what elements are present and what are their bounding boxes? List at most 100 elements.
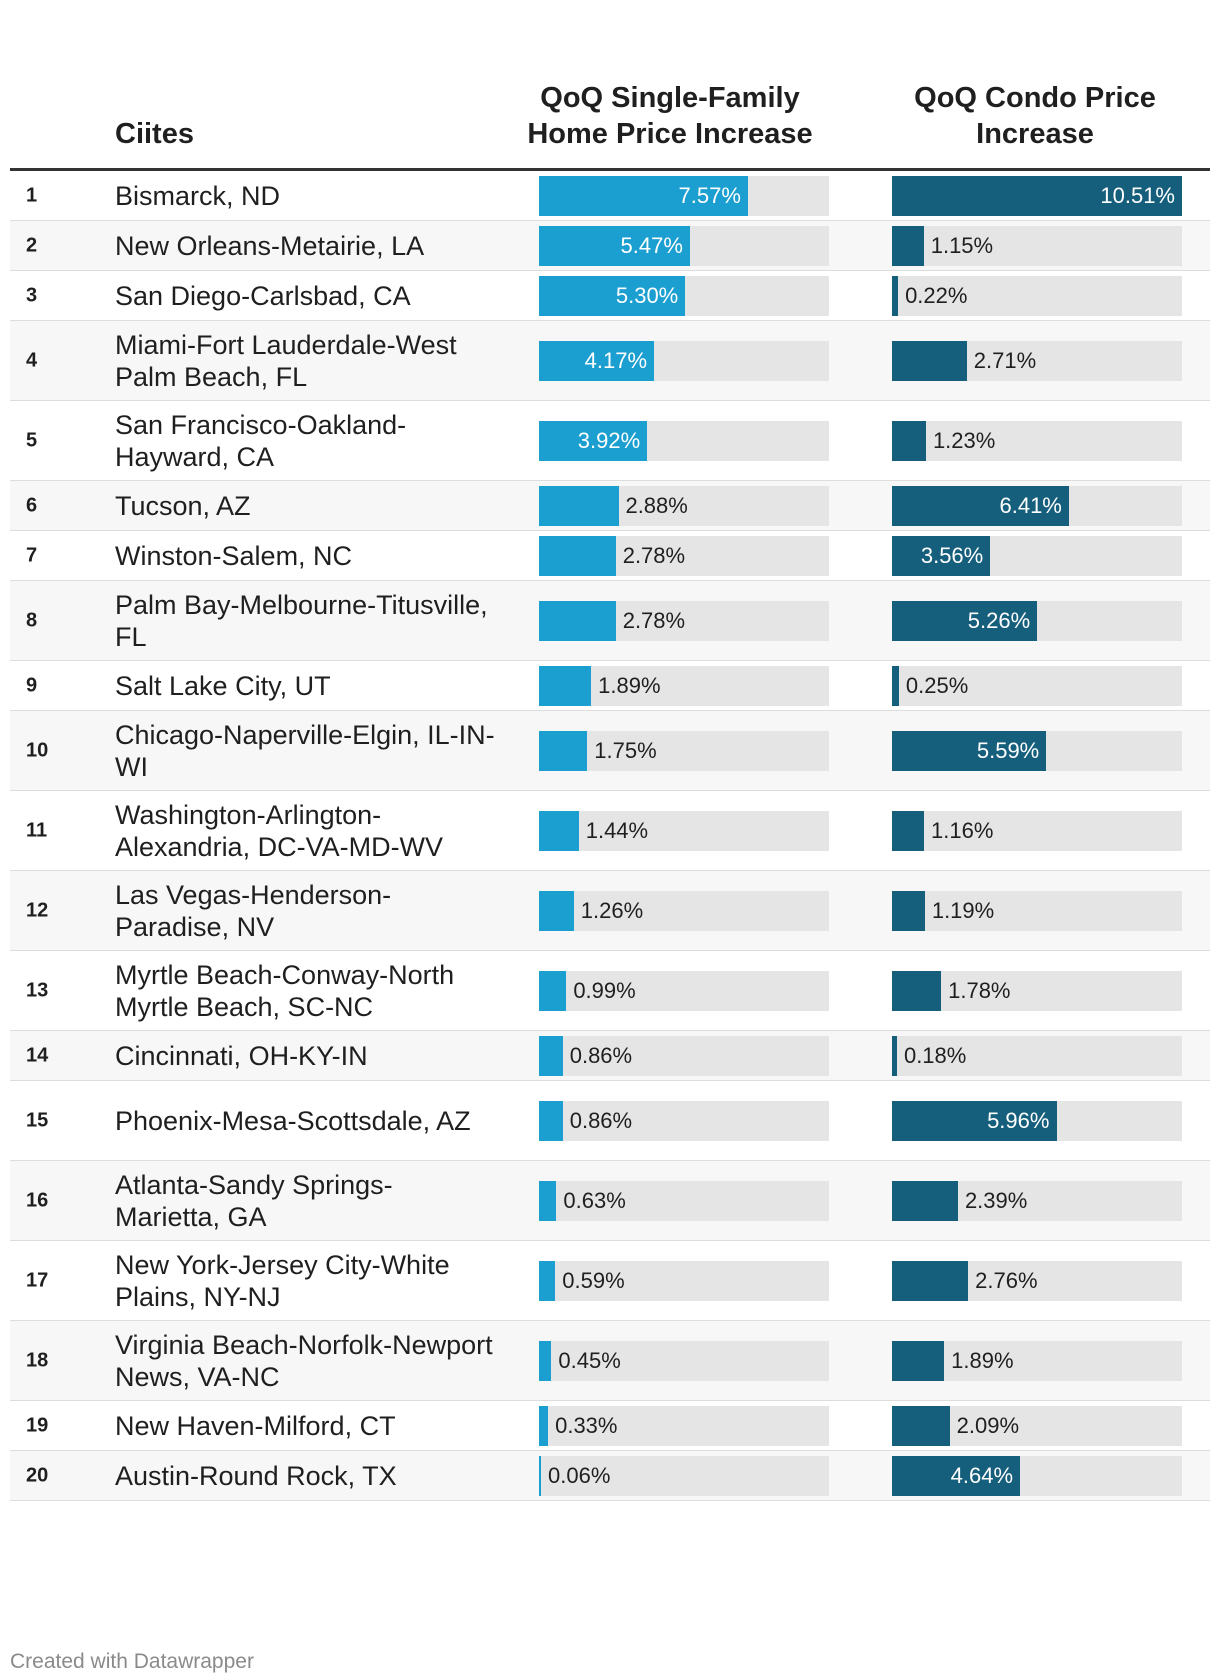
single-family-bar[interactable]	[539, 1340, 552, 1381]
city-name: New Orleans-Metairie, LA	[115, 230, 425, 261]
column-header-single-family[interactable]: QoQ Single-Family Home Price Increase	[527, 82, 813, 150]
single-family-track: 0.99%	[539, 970, 829, 1011]
condo-bar[interactable]	[892, 600, 1038, 641]
table-row[interactable]: 17 New York-Jersey City-White Plains, NY-…	[10, 1241, 1210, 1321]
rank-number: 8	[26, 609, 38, 631]
table-row[interactable]: 15 Phoenix-Mesa-Scottsdale, AZ 0.86% 5.96%	[10, 1081, 1210, 1161]
table-row[interactable]: 9 Salt Lake City, UT 1.89% 0.25%	[10, 661, 1210, 711]
condo-bar[interactable]	[892, 340, 967, 381]
condo-bar[interactable]	[892, 810, 924, 851]
table-row[interactable]: 13 Myrtle Beach-Conway-North Myrtle Beach…	[10, 951, 1210, 1031]
single-family-track: 1.75%	[539, 730, 829, 771]
single-family-bar[interactable]	[539, 225, 690, 266]
condo-value-label: 3.56%	[920, 542, 984, 568]
condo-bar[interactable]	[892, 665, 899, 706]
table-row[interactable]: 19 New Haven-Milford, CT 0.33% 2.09%	[10, 1401, 1210, 1451]
city-name: Myrtle Beach-Conway-North Myrtle Beach, …	[115, 959, 455, 1022]
single-family-bar[interactable]	[539, 810, 579, 851]
table-row[interactable]: 14 Cincinnati, OH-KY-IN 0.86% 0.18%	[10, 1031, 1210, 1081]
condo-bar[interactable]	[892, 225, 924, 266]
table-row[interactable]: 3 San Diego-Carlsbad, CA 5.30% 0.22%	[10, 271, 1210, 321]
condo-track: 5.96%	[892, 1100, 1182, 1141]
city-name: Austin-Round Rock, TX	[115, 1460, 397, 1491]
table-row[interactable]: 7 Winston-Salem, NC 2.78% 3.56%	[10, 531, 1210, 581]
rank-number: 18	[26, 1349, 49, 1371]
single-family-value-label: 0.86%	[569, 1107, 633, 1133]
city-name: Las Vegas-Henderson-Paradise, NV	[115, 879, 392, 942]
single-family-bar[interactable]	[539, 485, 619, 526]
table-row[interactable]: 11 Washington-Arlington-Alexandria, DC-VA…	[10, 791, 1210, 871]
rank-number: 1	[26, 184, 38, 206]
condo-bar[interactable]	[892, 1260, 969, 1301]
single-family-value-label: 0.63%	[563, 1187, 626, 1213]
single-family-track: 2.88%	[539, 485, 829, 526]
condo-bar[interactable]	[892, 535, 991, 576]
single-family-bar[interactable]	[539, 1260, 556, 1301]
condo-bar[interactable]	[892, 1405, 950, 1446]
condo-bar[interactable]	[892, 1455, 1020, 1496]
column-header-cities[interactable]: Ciites	[115, 118, 194, 150]
condo-bar[interactable]	[892, 175, 1182, 216]
single-family-value-label: 2.88%	[625, 492, 688, 518]
table-row[interactable]: 1 Bismarck, ND 7.57% 10.51%	[10, 171, 1210, 221]
condo-value-label: 0.25%	[905, 672, 969, 698]
single-family-bar[interactable]	[539, 1100, 563, 1141]
table-row[interactable]: 12 Las Vegas-Henderson-Paradise, NV 1.26% 1…	[10, 871, 1210, 951]
city-name: Cincinnati, OH-KY-IN	[115, 1040, 368, 1071]
single-family-value-label: 2.78%	[622, 542, 686, 568]
condo-track: 1.23%	[892, 420, 1182, 461]
single-family-track: 1.89%	[539, 665, 829, 706]
single-family-bar[interactable]	[539, 175, 748, 216]
condo-bar[interactable]	[892, 1035, 897, 1076]
condo-bar[interactable]	[892, 1100, 1057, 1141]
single-family-bar[interactable]	[539, 970, 567, 1011]
single-family-bar[interactable]	[539, 890, 574, 931]
single-family-bar[interactable]	[539, 1455, 541, 1496]
condo-track: 2.76%	[892, 1260, 1182, 1301]
table-row[interactable]: 16 Atlanta-Sandy Springs-Marietta, GA 0.63…	[10, 1161, 1210, 1241]
single-family-bar[interactable]	[539, 275, 686, 316]
single-family-value-label: 3.92%	[577, 427, 641, 453]
single-family-bar[interactable]	[539, 340, 655, 381]
condo-bar[interactable]	[892, 275, 899, 316]
rank-number: 2	[26, 234, 38, 256]
table-row[interactable]: 20 Austin-Round Rock, TX 0.06% 4.64%	[10, 1451, 1210, 1501]
single-family-bar[interactable]	[539, 1035, 563, 1076]
rank-number: 6	[26, 494, 38, 516]
single-family-bar[interactable]	[539, 730, 588, 771]
condo-bar[interactable]	[892, 485, 1069, 526]
column-header-condo[interactable]: QoQ Condo Price Increase	[914, 82, 1156, 150]
single-family-track: 0.06%	[539, 1455, 829, 1496]
condo-bar[interactable]	[892, 1180, 958, 1221]
city-name: San Diego-Carlsbad, CA	[115, 280, 411, 311]
condo-bar[interactable]	[892, 730, 1047, 771]
table-row[interactable]: 5 San Francisco-Oakland-Hayward, CA 3.92% 1…	[10, 401, 1210, 481]
condo-bar[interactable]	[892, 1340, 945, 1381]
condo-bar[interactable]	[892, 890, 925, 931]
city-name: Palm Bay-Melbourne-Titusville, FL	[115, 589, 488, 652]
single-family-value-label: 7.57%	[678, 182, 741, 208]
table-row[interactable]: 8 Palm Bay-Melbourne-Titusville, FL 2.78% 5…	[10, 581, 1210, 661]
table-row[interactable]: 6 Tucson, AZ 2.88% 6.41%	[10, 481, 1210, 531]
condo-track: 1.89%	[892, 1340, 1182, 1381]
rank-number: 20	[26, 1464, 49, 1486]
single-family-track: 0.59%	[539, 1260, 829, 1301]
table-row[interactable]: 4 Miami-Fort Lauderdale-West Palm Beach, …	[10, 321, 1210, 401]
city-name: Chicago-Naperville-Elgin, IL-IN-WI	[115, 719, 495, 782]
single-family-bar[interactable]	[539, 1405, 549, 1446]
single-family-value-label: 5.47%	[620, 232, 683, 258]
table-row[interactable]: 18 Virginia Beach-Norfolk-Newport News, V…	[10, 1321, 1210, 1401]
single-family-bar[interactable]	[539, 420, 648, 461]
single-family-bar[interactable]	[539, 1180, 557, 1221]
datawrapper-credit[interactable]: Created with Datawrapper	[10, 1650, 254, 1673]
condo-bar[interactable]	[892, 970, 942, 1011]
table-row[interactable]: 10 Chicago-Naperville-Elgin, IL-IN-WI 1.75…	[10, 711, 1210, 791]
table-row[interactable]: 2 New Orleans-Metairie, LA 5.47% 1.15%	[10, 221, 1210, 271]
single-family-bar[interactable]	[539, 600, 616, 641]
condo-value-label: 4.64%	[950, 1462, 1014, 1488]
single-family-bar[interactable]	[539, 535, 616, 576]
single-family-track: 5.47%	[539, 225, 829, 266]
single-family-track: 7.57%	[539, 175, 829, 216]
single-family-bar[interactable]	[539, 665, 592, 706]
condo-bar[interactable]	[892, 420, 926, 461]
